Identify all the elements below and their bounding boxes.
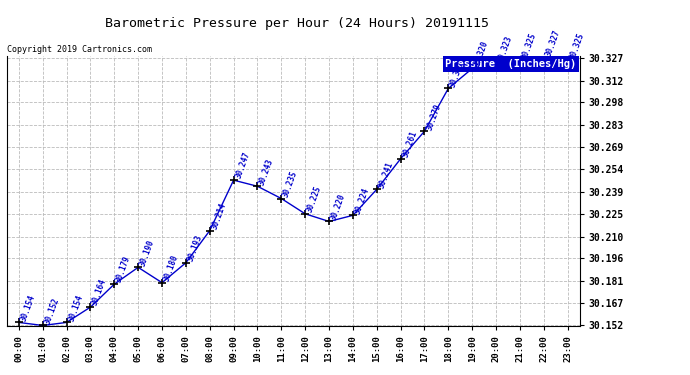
Text: 30.179: 30.179 [115,255,132,284]
Text: 30.164: 30.164 [90,278,108,307]
Text: 30.247: 30.247 [234,151,252,180]
Text: 30.152: 30.152 [43,296,61,326]
Text: 30.220: 30.220 [329,192,347,222]
Text: 30.279: 30.279 [424,102,442,131]
Text: 30.327: 30.327 [544,28,562,58]
Text: Copyright 2019 Cartronics.com: Copyright 2019 Cartronics.com [7,45,152,54]
Text: 30.325: 30.325 [568,32,586,61]
Text: 30.154: 30.154 [66,293,84,322]
Text: 30.190: 30.190 [138,238,156,267]
Text: 30.235: 30.235 [282,170,299,198]
Text: 30.154: 30.154 [19,293,37,322]
Text: 30.320: 30.320 [472,39,490,69]
Text: Pressure  (Inches/Hg): Pressure (Inches/Hg) [446,59,577,69]
Text: 30.214: 30.214 [210,201,228,231]
Text: 30.225: 30.225 [305,184,323,214]
Text: 30.224: 30.224 [353,186,371,215]
Text: 30.243: 30.243 [257,157,275,186]
Text: 30.323: 30.323 [496,35,514,64]
Text: 30.241: 30.241 [377,160,395,189]
Text: 30.307: 30.307 [448,59,466,88]
Text: 30.193: 30.193 [186,234,204,263]
Text: 30.325: 30.325 [520,32,538,61]
Text: Barometric Pressure per Hour (24 Hours) 20191115: Barometric Pressure per Hour (24 Hours) … [105,17,489,30]
Text: 30.261: 30.261 [401,130,419,159]
Text: 30.180: 30.180 [162,254,180,283]
